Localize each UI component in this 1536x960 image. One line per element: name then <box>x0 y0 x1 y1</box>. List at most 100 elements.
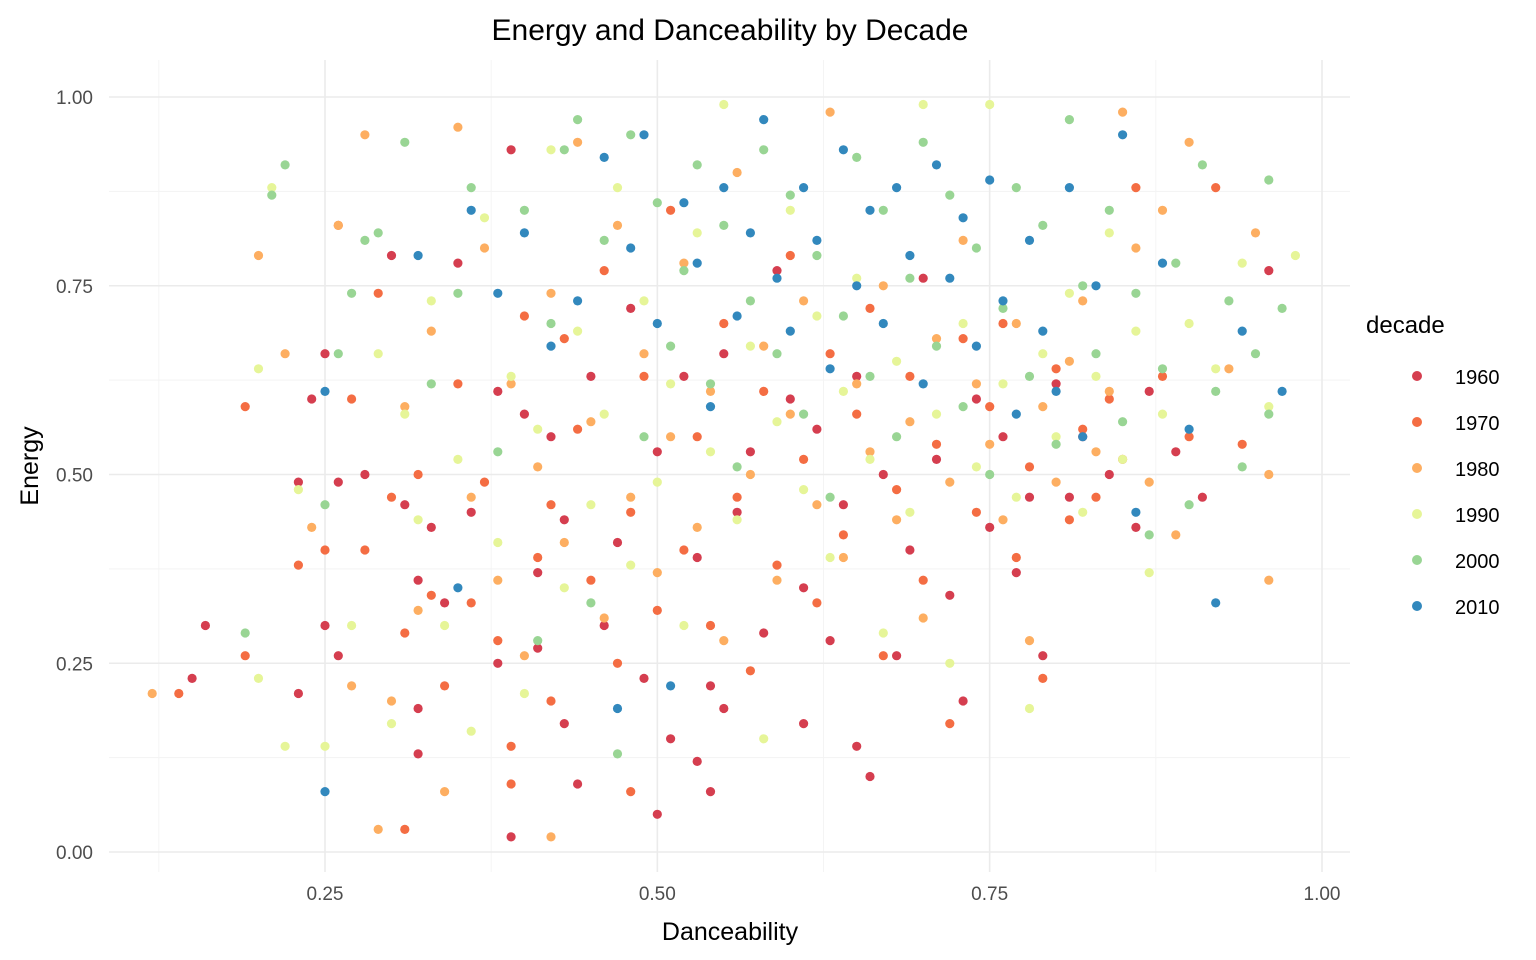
data-point <box>1038 220 1048 230</box>
data-point <box>759 145 769 155</box>
data-point <box>971 394 982 404</box>
legend-label-1970: 1970 <box>1455 413 1500 435</box>
data-point <box>1211 386 1221 396</box>
data-point <box>466 598 476 608</box>
data-point <box>1157 205 1168 215</box>
data-point <box>745 296 756 306</box>
data-point <box>440 598 450 608</box>
data-point <box>519 205 530 215</box>
data-point <box>147 688 157 699</box>
data-point <box>905 417 915 427</box>
data-point <box>1064 515 1074 525</box>
data-point <box>931 409 942 419</box>
data-point <box>838 386 849 396</box>
data-point <box>466 183 476 193</box>
data-point <box>985 402 995 412</box>
data-point <box>838 311 849 321</box>
data-point <box>799 409 809 419</box>
data-point <box>905 545 915 555</box>
data-point <box>852 281 862 291</box>
data-point <box>732 462 742 472</box>
data-point <box>1118 454 1128 464</box>
data-point <box>918 379 928 389</box>
data-point <box>998 303 1008 313</box>
data-point <box>453 258 463 268</box>
data-point <box>852 371 862 381</box>
data-point <box>493 575 503 585</box>
data-point <box>1011 568 1021 578</box>
series-1960 <box>187 145 1274 842</box>
data-point <box>772 273 782 283</box>
data-point <box>413 605 423 616</box>
data-point <box>719 220 729 230</box>
data-point <box>852 152 862 162</box>
data-point <box>599 152 609 162</box>
data-point <box>705 447 716 457</box>
data-point <box>998 296 1008 306</box>
data-point <box>1184 424 1194 434</box>
data-point <box>1091 447 1101 457</box>
data-point <box>546 318 556 329</box>
data-point <box>626 507 636 517</box>
data-point <box>705 787 716 797</box>
data-point <box>586 500 596 510</box>
data-point <box>1131 243 1141 253</box>
data-point <box>240 628 250 638</box>
data-point <box>799 583 809 593</box>
data-point <box>546 696 556 706</box>
data-point <box>998 515 1008 525</box>
data-point <box>347 394 357 404</box>
legend: decade 1960 1970 1980 1990 2000 2010 <box>1366 312 1500 619</box>
data-point <box>466 726 476 736</box>
data-point <box>679 545 689 555</box>
data-point <box>931 439 942 449</box>
series-2000 <box>240 115 1287 759</box>
data-point <box>240 402 250 412</box>
data-point <box>652 477 662 487</box>
data-point <box>639 130 649 140</box>
data-point <box>1264 575 1274 585</box>
data-point <box>386 696 397 706</box>
data-point <box>971 243 982 253</box>
data-point <box>639 371 649 381</box>
data-point <box>652 809 662 819</box>
data-point <box>1264 402 1274 412</box>
data-point <box>931 341 942 351</box>
data-point <box>785 326 795 336</box>
data-point <box>559 537 569 548</box>
data-point <box>1131 326 1141 336</box>
data-point <box>652 447 662 457</box>
data-point <box>440 620 450 631</box>
data-point <box>1290 250 1300 261</box>
data-point <box>1011 183 1021 193</box>
data-point <box>1064 115 1074 125</box>
data-point <box>1024 492 1035 502</box>
data-point <box>612 658 623 668</box>
data-point <box>918 273 928 283</box>
data-point <box>426 522 436 533</box>
data-point <box>732 167 742 178</box>
data-point <box>1157 409 1168 419</box>
data-point <box>985 175 995 185</box>
data-point <box>1131 183 1141 193</box>
data-point <box>400 628 410 638</box>
data-point <box>892 651 902 661</box>
y-tick-label: 0.25 <box>56 654 93 675</box>
data-point <box>1078 432 1088 442</box>
data-point <box>812 250 822 261</box>
data-point <box>1250 228 1261 238</box>
data-point <box>347 288 357 298</box>
data-point <box>1051 379 1061 389</box>
data-point <box>985 522 995 533</box>
data-point <box>759 386 769 396</box>
data-point <box>1051 386 1061 396</box>
data-point <box>612 703 623 714</box>
data-point <box>945 190 955 200</box>
x-axis-label: Danceability <box>662 918 799 946</box>
data-point <box>692 522 702 533</box>
data-point <box>453 583 463 593</box>
data-point <box>705 386 716 396</box>
data-point <box>825 349 835 359</box>
data-point <box>1091 281 1101 291</box>
series-1970 <box>174 183 1247 835</box>
